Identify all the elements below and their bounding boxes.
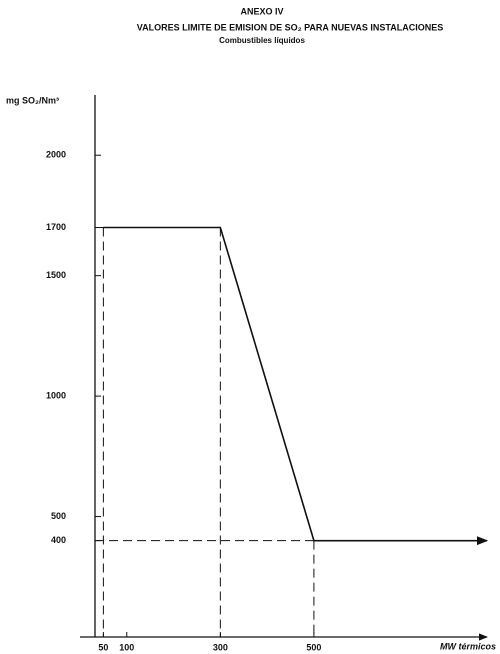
y-tick-label: 1500: [46, 270, 66, 280]
y-tick-label: 500: [51, 511, 66, 521]
chart-subtitle: VALORES LIMITE DE EMISION DE SO₂ PARA NU…: [137, 22, 444, 32]
x-tick-label: 50: [98, 642, 108, 652]
x-axis-label: MW térmicos: [440, 641, 496, 651]
y-tick-label: 2000: [46, 150, 66, 160]
x-tick-label: 500: [306, 642, 321, 652]
y-tick-label: 1000: [46, 390, 66, 400]
x-tick-label: 100: [119, 642, 134, 652]
y-tick-label: 1700: [46, 222, 66, 232]
y-tick-label: 400: [51, 535, 66, 545]
y-axis-label: mg SO₂/Nm³: [6, 95, 59, 105]
chart-title: ANEXO IV: [240, 6, 283, 16]
data-line: [103, 226, 489, 546]
x-tick-label: 300: [213, 642, 228, 652]
annotation: Combustibles líquidos: [219, 36, 305, 45]
